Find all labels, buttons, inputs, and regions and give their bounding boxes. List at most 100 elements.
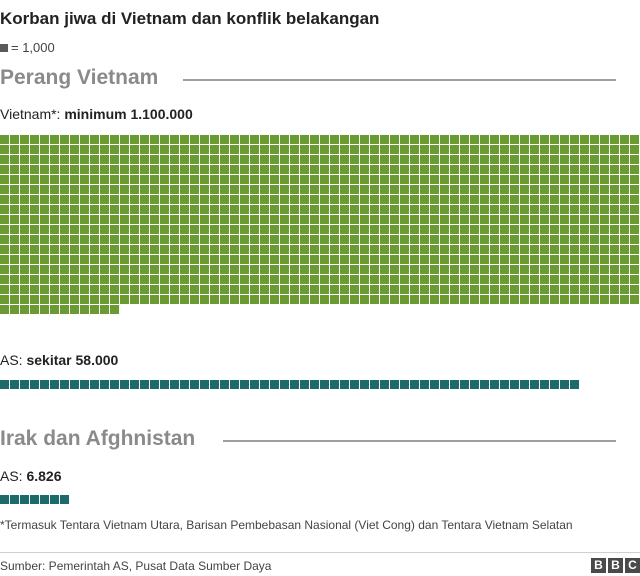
waffle-square-vietnam [80,145,89,154]
waffle-square-vietnam [560,255,569,264]
waffle-square-vietnam [420,165,429,174]
waffle-square-vietnam [210,195,219,204]
waffle-square-vietnam [610,135,619,144]
waffle-square-vietnam [390,145,399,154]
waffle-square-vietnam [50,185,59,194]
waffle-square-vietnam [110,175,119,184]
waffle-square-vietnam [0,165,9,174]
waffle-square-vietnam [120,185,129,194]
waffle-square-vietnam [310,175,319,184]
waffle-square-vietnam [90,285,99,294]
waffle-square-vietnam [360,215,369,224]
waffle-square-vietnam [170,155,179,164]
waffle-square-vietnam [610,185,619,194]
waffle-square-vietnam [500,205,509,214]
waffle-square-vietnam [230,275,239,284]
waffle-square-us-vietnam [20,380,29,389]
waffle-square-vietnam [140,175,149,184]
waffle-square-vietnam [210,235,219,244]
waffle-square-vietnam [350,135,359,144]
waffle-square-vietnam [100,275,109,284]
waffle-square-vietnam [110,305,119,314]
waffle-square-vietnam [210,265,219,274]
waffle-square-vietnam [220,185,229,194]
waffle-square-vietnam [280,225,289,234]
waffle-square-vietnam [440,185,449,194]
waffle-square-vietnam [240,195,249,204]
waffle-square-vietnam [70,195,79,204]
waffle-square-vietnam [60,135,69,144]
waffle-square-vietnam [530,155,539,164]
waffle-square-vietnam [220,295,229,304]
waffle-square-vietnam [20,155,29,164]
waffle-square-vietnam [250,235,259,244]
waffle-square-vietnam [100,195,109,204]
waffle-square-vietnam [150,235,159,244]
waffle-square-vietnam [590,285,599,294]
waffle-square-vietnam [80,295,89,304]
waffle-square-vietnam [590,195,599,204]
waffle-square-vietnam [80,155,89,164]
waffle-square-vietnam [90,185,99,194]
waffle-square-vietnam [470,175,479,184]
waffle-square-vietnam [600,215,609,224]
waffle-square-vietnam [110,265,119,274]
waffle-square-vietnam [200,215,209,224]
waffle-square-vietnam [210,275,219,284]
waffle-square-vietnam [60,285,69,294]
waffle-square-vietnam [340,255,349,264]
waffle-square-vietnam [130,145,139,154]
waffle-square-vietnam [150,215,159,224]
waffle-square-vietnam [350,175,359,184]
waffle-square-vietnam [260,185,269,194]
waffle-square-vietnam [250,175,259,184]
waffle-square-vietnam [610,205,619,214]
waffle-square-vietnam [380,205,389,214]
waffle-square-vietnam [540,285,549,294]
waffle-square-vietnam [600,165,609,174]
waffle-square-vietnam [490,265,499,274]
waffle-square-vietnam [520,295,529,304]
waffle-square-vietnam [540,185,549,194]
waffle-square-vietnam [540,265,549,274]
waffle-square-vietnam [20,275,29,284]
waffle-square-vietnam [360,195,369,204]
waffle-square-vietnam [190,285,199,294]
waffle-square-vietnam [120,225,129,234]
waffle-square-vietnam [220,265,229,274]
waffle-square-vietnam [250,285,259,294]
waffle-square-vietnam [530,145,539,154]
waffle-square-vietnam [260,255,269,264]
waffle-square-vietnam [220,245,229,254]
waffle-square-vietnam [430,185,439,194]
waffle-square-vietnam [90,295,99,304]
waffle-square-vietnam [380,235,389,244]
waffle-square-vietnam [560,205,569,214]
waffle-square-vietnam [510,175,519,184]
waffle-square-vietnam [180,265,189,274]
waffle-square-vietnam [360,185,369,194]
waffle-square-vietnam [410,215,419,224]
waffle-square-vietnam [580,165,589,174]
waffle-square-vietnam [450,225,459,234]
waffle-square-vietnam [380,195,389,204]
waffle-square-vietnam [230,265,239,274]
waffle-square-vietnam [250,245,259,254]
waffle-square-vietnam [550,135,559,144]
waffle-square-vietnam [290,145,299,154]
waffle-square-vietnam [180,145,189,154]
waffle-square-vietnam [580,215,589,224]
waffle-square-vietnam [440,295,449,304]
waffle-square-vietnam [440,285,449,294]
waffle-square-vietnam [440,165,449,174]
waffle-square-vietnam [550,275,559,284]
waffle-square-vietnam [540,275,549,284]
waffle-square-vietnam [60,165,69,174]
waffle-square-vietnam [320,215,329,224]
waffle-square-vietnam [50,145,59,154]
waffle-square-vietnam [110,235,119,244]
waffle-square-vietnam [490,225,499,234]
waffle-square-vietnam [180,235,189,244]
waffle-square-vietnam [470,205,479,214]
waffle-square-vietnam [270,155,279,164]
